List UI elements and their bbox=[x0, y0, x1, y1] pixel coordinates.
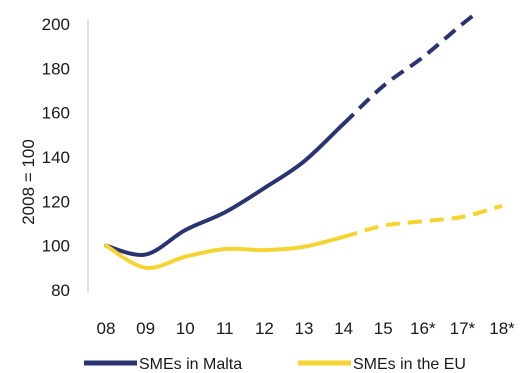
x-tick-label: 18* bbox=[489, 319, 515, 338]
x-tick-label: 17* bbox=[450, 319, 476, 338]
x-tick-label: 12 bbox=[255, 319, 274, 338]
x-tick-label: 09 bbox=[136, 319, 155, 338]
y-tick-label: 200 bbox=[42, 15, 70, 34]
x-tick-label: 08 bbox=[97, 319, 116, 338]
series-layer bbox=[104, 14, 503, 271]
y-tick-label: 120 bbox=[42, 192, 70, 211]
series-line-malta-projected bbox=[342, 14, 479, 126]
legend-label-malta: SMEs in Malta bbox=[139, 356, 242, 373]
y-axis-title: 2008 = 100 bbox=[19, 139, 38, 225]
legend-item-eu: SMEs in the EU bbox=[298, 356, 466, 373]
y-tick-label: 140 bbox=[42, 148, 70, 167]
x-tick-label: 14 bbox=[334, 319, 353, 338]
x-axis-ticks: 08 09 10 11 12 13 14 15 16* 17* 18* bbox=[97, 319, 516, 338]
x-tick-label: 16* bbox=[410, 319, 436, 338]
series-line-eu-actual bbox=[104, 234, 346, 271]
x-tick-label: 11 bbox=[216, 319, 234, 338]
legend: SMEs in Malta SMEs in the EU bbox=[84, 356, 466, 373]
series-line-malta-actual bbox=[104, 121, 346, 257]
x-tick-label: 10 bbox=[176, 319, 195, 338]
series-line-eu-projected bbox=[343, 203, 503, 239]
y-tick-label: 180 bbox=[42, 59, 70, 78]
x-tick-label: 15 bbox=[374, 319, 393, 338]
legend-label-eu: SMEs in the EU bbox=[353, 356, 466, 373]
y-tick-label: 80 bbox=[51, 281, 70, 300]
y-tick-label: 100 bbox=[42, 237, 70, 256]
legend-item-malta: SMEs in Malta bbox=[84, 356, 242, 373]
x-tick-label: 13 bbox=[295, 319, 314, 338]
y-axis-ticks: 80 100 120 140 160 180 200 bbox=[42, 15, 70, 300]
y-tick-label: 160 bbox=[42, 104, 70, 123]
